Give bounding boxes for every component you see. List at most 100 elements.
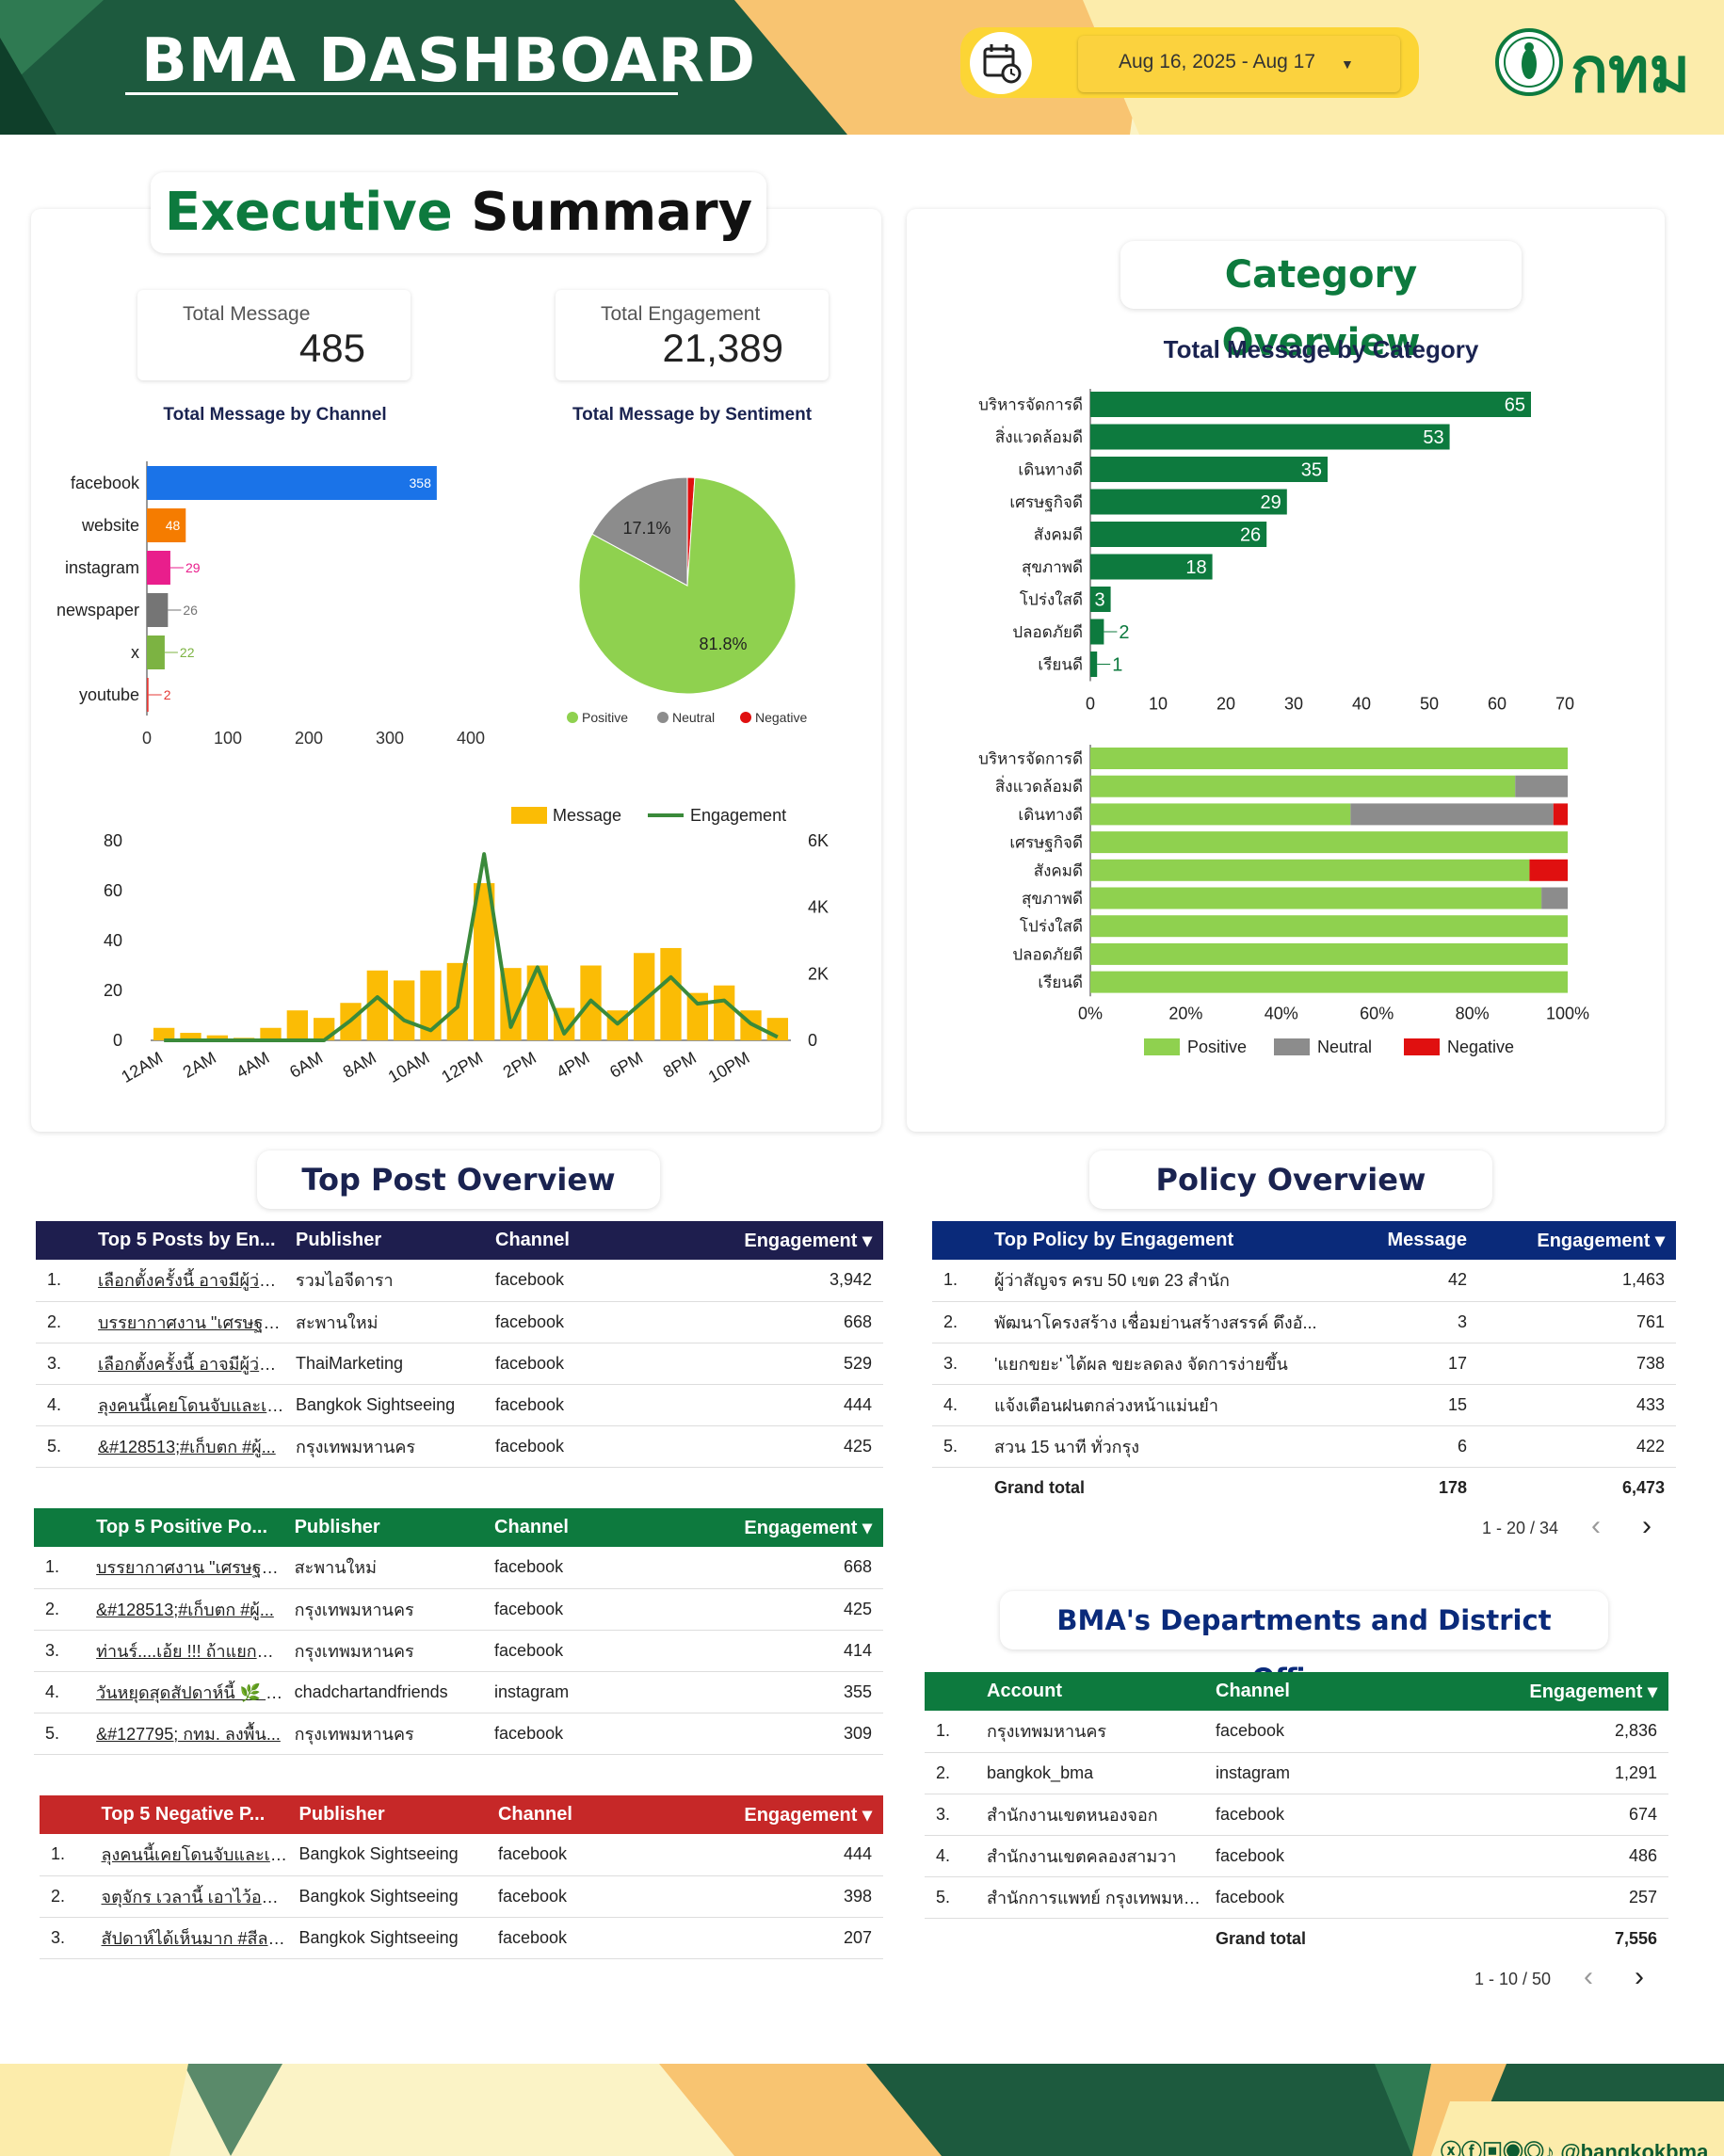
bar-segment	[1090, 803, 1351, 826]
x-tick-label: 6AM	[286, 1048, 326, 1082]
next-page-icon[interactable]: ›	[1635, 1961, 1644, 1992]
grand-total-engagement: 7,556	[1614, 1928, 1657, 1948]
index-header	[40, 1795, 96, 1834]
bar	[147, 551, 170, 585]
bar	[526, 965, 548, 1040]
y-tick-label: สุขภาพดี	[1022, 890, 1083, 909]
engagement-cell: 425	[724, 1588, 883, 1631]
post-link[interactable]: เลือกตั้งครั้งนี้ อาจมีผู้ว่าคน...	[92, 1343, 290, 1385]
facebook-icon[interactable]: ⓕ	[1461, 2140, 1483, 2156]
table-row: 3. สำนักงานเขตหนองจอก facebook 674	[925, 1794, 1668, 1836]
post-link[interactable]: &#128513;#เก็บตก #ผู้...	[90, 1588, 289, 1631]
date-range-field[interactable]	[1078, 36, 1400, 92]
bar-segment	[1541, 887, 1568, 909]
row-index: 3.	[34, 1630, 91, 1672]
publisher-cell: Bangkok Sightseeing	[293, 1834, 492, 1876]
legend-label: Neutral	[1317, 1038, 1372, 1056]
column-header: Top Policy by Engagement	[989, 1221, 1346, 1260]
bar	[1090, 489, 1287, 515]
legend-label: Negative	[755, 710, 807, 725]
bar	[147, 593, 169, 627]
post-link[interactable]: บรรยากาศงาน "เศรษฐกิจ...	[92, 1301, 290, 1343]
top-posts-engagement-table: Top 5 Posts by En... Publisher Channel Enga…	[36, 1221, 883, 1468]
executive-summary-title: Executive Summary	[151, 172, 766, 253]
post-link[interactable]: เลือกตั้งครั้งนี้ อาจมีผู้ว่าคน...	[92, 1260, 290, 1302]
engagement-cell: 207	[725, 1917, 883, 1959]
post-link[interactable]: วันหยุดสุดสัปดาห์นี้ 🌿 ช...	[90, 1671, 289, 1714]
y-tick-label: เรียนดี	[1038, 656, 1083, 674]
y-tick-label: เดินทางดี	[1018, 461, 1083, 479]
row-index: 1.	[932, 1260, 989, 1302]
table-row: 2. พัฒนาโครงสร้าง เชื่อมย่านสร้างสรรค์ ดึ…	[932, 1301, 1676, 1343]
tiktok-icon[interactable]: ♪	[1544, 2140, 1555, 2156]
prev-page-icon[interactable]: ‹	[1591, 1510, 1601, 1541]
post-link[interactable]: ท่านร์....เอ้ย !!! ถ้าแยก&#...	[90, 1630, 289, 1672]
channel-bar-chart: facebook 358 website 48 instagram 29 newspaper…	[56, 461, 485, 748]
bar-segment	[1090, 831, 1568, 854]
policy-cell: ผู้ว่าสัญจร ครบ 50 เขต 23 สำนัก	[989, 1260, 1346, 1302]
calendar-icon[interactable]	[970, 32, 1032, 94]
bar-segment	[1090, 915, 1568, 938]
post-link[interactable]: &#127795; กทม. ลงพื้น...	[90, 1713, 289, 1755]
engagement-cell: 309	[724, 1713, 883, 1755]
column-header[interactable]: Engagement ▾	[725, 1221, 883, 1260]
channel-cell: facebook	[1210, 1835, 1426, 1877]
date-range-text[interactable]: Aug 16, 2025 - Aug 17	[1119, 51, 1316, 72]
engagement-cell: 674	[1426, 1794, 1668, 1836]
column-header: Top 5 Negative P...	[95, 1795, 294, 1834]
row-index: 5.	[932, 1425, 989, 1468]
bar	[1090, 522, 1267, 547]
bar	[634, 953, 655, 1040]
line-icon[interactable]: ◉	[1503, 2140, 1524, 2156]
engagement-cell: 257	[1426, 1876, 1668, 1919]
engagement-cell: 2,836	[1426, 1711, 1668, 1753]
post-link[interactable]: ลุงคนนี้เคยโดนจับและเซ็น...	[95, 1834, 294, 1876]
post-link[interactable]: บรรยากาศงาน "เศรษฐกิจ...	[90, 1547, 289, 1589]
departments-title: BMA's Departments and District Offices	[1000, 1591, 1608, 1695]
y-tick-label-left: 40	[104, 931, 122, 950]
table-row: 3. ท่านร์....เอ้ย !!! ถ้าแยก&#... กรุงเทพม…	[34, 1630, 883, 1672]
top-negative-posts-table: Top 5 Negative P... Publisher Channel Engag…	[40, 1795, 883, 1959]
bar-segment	[1090, 775, 1516, 797]
kpi-value: 485	[298, 326, 365, 370]
post-link[interactable]: ลุงคนนี้เคยโดนจับและเซ็น...	[92, 1384, 290, 1426]
column-header[interactable]: Engagement ▾	[725, 1795, 883, 1834]
channel-cell: facebook	[490, 1260, 725, 1302]
x-tick-label: 0	[1086, 695, 1095, 714]
prev-page-icon[interactable]: ‹	[1584, 1961, 1593, 1992]
table-row: 2. &#128513;#เก็บตก #ผู้... กรุงเทพมหานคร f…	[34, 1588, 883, 1631]
grand-total-engagement: 6,473	[1621, 1477, 1665, 1497]
column-header: Publisher	[293, 1795, 492, 1834]
column-header[interactable]: Engagement ▾	[1426, 1672, 1668, 1711]
post-link[interactable]: สัปดาห์ได้เห็นมาก #สีลม เมื่...	[95, 1917, 294, 1959]
y-tick-label: สิ่งแวดล้อมดี	[995, 426, 1083, 446]
next-page-icon[interactable]: ›	[1642, 1510, 1651, 1541]
bar	[660, 947, 682, 1040]
row-index: 4.	[34, 1671, 91, 1714]
channel-cell: facebook	[1210, 1711, 1426, 1753]
column-header[interactable]: Engagement ▾	[724, 1508, 883, 1547]
post-link[interactable]: จตุจักร เวลานี้ เอาไว้อวดนั...	[95, 1875, 294, 1918]
youtube-icon[interactable]: ▣	[1482, 2140, 1504, 2156]
instagram-icon[interactable]: ◎	[1523, 2140, 1545, 2156]
grand-total-label: Grand total	[994, 1477, 1086, 1497]
x-icon[interactable]: ⓧ	[1441, 2140, 1462, 2156]
engagement-cell: 529	[725, 1343, 883, 1385]
post-link[interactable]: &#128513;#เก็บตก #ผู้...	[92, 1425, 290, 1468]
data-label: 3	[1094, 590, 1104, 611]
engagement-cell: 738	[1478, 1343, 1676, 1385]
category-overview-title: Category Overview	[1120, 241, 1522, 364]
y-tick-label: newspaper	[56, 601, 139, 619]
dashboard-title: BMA DASHBOARD	[141, 26, 756, 96]
bar	[147, 636, 165, 669]
social-handle[interactable]: @bangkokbma	[1560, 2140, 1709, 2156]
y-tick-label: บริหารจัดการดี	[978, 396, 1083, 414]
row-index: 1.	[34, 1547, 91, 1589]
column-header[interactable]: Engagement ▾	[1478, 1221, 1676, 1260]
x-tick-label: 10	[1149, 695, 1168, 714]
row-index: 5.	[925, 1876, 981, 1919]
bar	[147, 466, 437, 500]
engagement-line	[164, 852, 779, 1042]
row-index: 5.	[34, 1713, 91, 1755]
chevron-down-icon[interactable]: ▼	[1341, 56, 1354, 72]
